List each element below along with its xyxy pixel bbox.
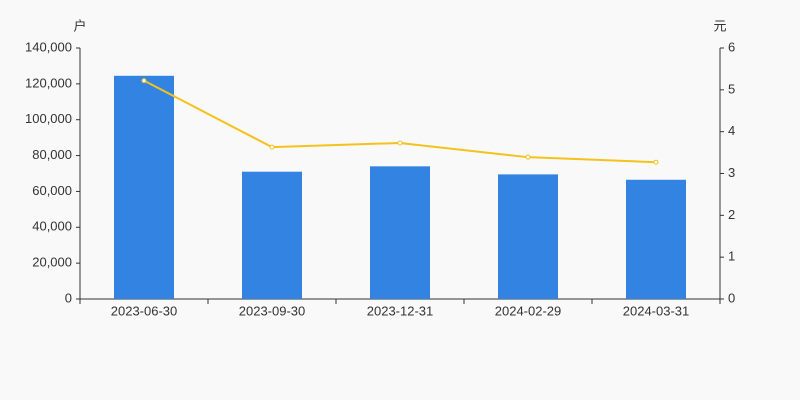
y-axis-label: 户: [73, 18, 86, 33]
bar: [370, 166, 430, 299]
x-tick-label: 2024-02-29: [495, 303, 562, 318]
y-tick-label: 100,000: [25, 111, 72, 126]
y2-tick-label: 2: [728, 207, 735, 222]
line-point: [397, 140, 403, 146]
bar: [242, 171, 302, 299]
y-tick-label: 60,000: [32, 183, 72, 198]
y2-tick-label: 0: [728, 290, 735, 305]
line-point: [269, 144, 275, 150]
x-tick-label: 2023-12-31: [367, 303, 434, 318]
x-tick-label: 2023-06-30: [111, 303, 178, 318]
y-tick-label: 120,000: [25, 75, 72, 90]
y2-tick-label: 5: [728, 81, 735, 96]
y2-tick-label: 1: [728, 249, 735, 264]
y2-axis-label: 元: [713, 18, 726, 33]
line-point: [525, 154, 531, 160]
y-tick-label: 40,000: [32, 219, 72, 234]
y2-tick-label: 4: [728, 123, 735, 138]
x-tick-label: 2023-09-30: [239, 303, 306, 318]
bar: [626, 179, 686, 299]
y-tick-label: 140,000: [25, 39, 72, 54]
line-point: [141, 78, 147, 84]
bar: [114, 75, 174, 300]
y-tick-label: 20,000: [32, 255, 72, 270]
y2-tick-label: 6: [728, 39, 735, 54]
y2-tick-label: 3: [728, 165, 735, 180]
y-tick-label: 0: [65, 290, 72, 305]
x-tick-label: 2024-03-31: [623, 303, 690, 318]
line-point: [653, 159, 659, 165]
bar: [498, 174, 558, 299]
y-tick-label: 80,000: [32, 147, 72, 162]
